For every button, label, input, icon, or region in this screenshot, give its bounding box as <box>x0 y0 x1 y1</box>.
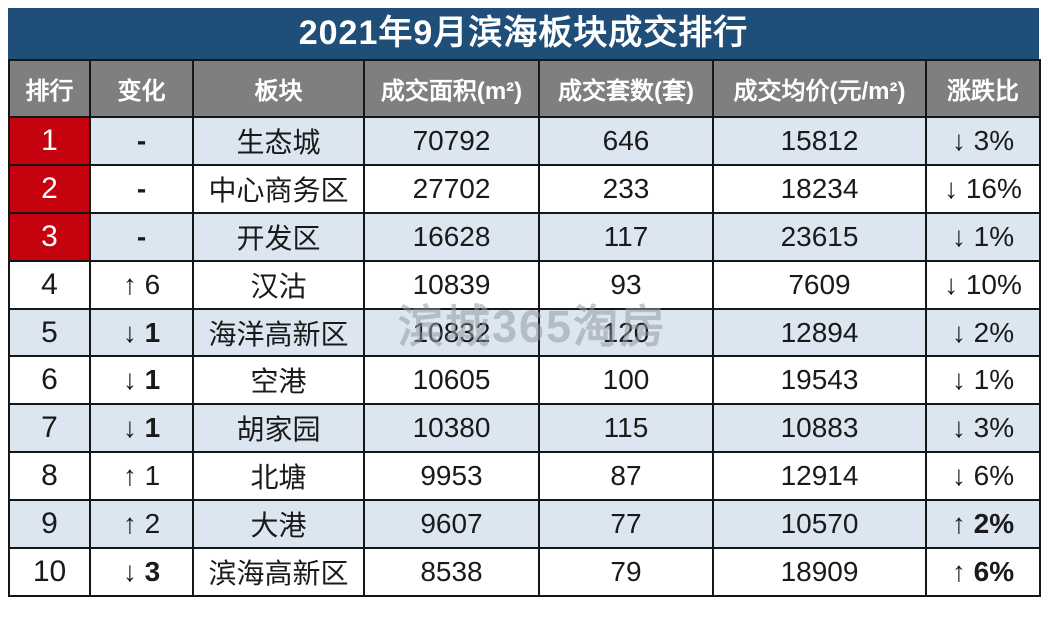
table-row: 6 ↓ 1 空港 10605 100 19543 ↓ 1% <box>8 355 1041 406</box>
gfa-cell: 9607 <box>363 499 540 550</box>
pct-change-cell: ↓ 3% <box>925 116 1041 166</box>
area-cell: 滨海高新区 <box>192 547 365 597</box>
units-cell: 117 <box>538 211 714 262</box>
area-cell: 汉沽 <box>192 259 365 310</box>
column-header-units: 成交套数(套) <box>538 59 714 118</box>
pct-change-cell: ↓ 1% <box>925 211 1041 262</box>
gfa-cell: 10832 <box>363 307 540 358</box>
area-cell: 开发区 <box>192 211 365 262</box>
area-cell: 大港 <box>192 499 365 550</box>
change-cell: ↑ 1 <box>89 451 194 502</box>
units-cell: 77 <box>538 499 714 550</box>
avg-price-cell: 7609 <box>712 259 927 310</box>
column-header-area: 板块 <box>192 59 365 118</box>
column-header-gfa: 成交面积(m²) <box>363 59 540 118</box>
units-cell: 87 <box>538 451 714 502</box>
avg-price-cell: 12914 <box>712 451 927 502</box>
avg-price-cell: 18234 <box>712 163 927 214</box>
pct-change-cell: ↓ 1% <box>925 355 1041 406</box>
avg-price-cell: 18909 <box>712 547 927 597</box>
column-header-rank: 排行 <box>8 59 91 118</box>
column-header-pct: 涨跌比 <box>925 59 1041 118</box>
pct-change-cell: ↓ 3% <box>925 403 1041 454</box>
area-cell: 北塘 <box>192 451 365 502</box>
units-cell: 115 <box>538 403 714 454</box>
gfa-cell: 16628 <box>363 211 540 262</box>
pct-change-cell: ↑ 2% <box>925 499 1041 550</box>
rank-cell: 8 <box>8 451 91 502</box>
units-cell: 646 <box>538 116 714 166</box>
avg-price-cell: 10570 <box>712 499 927 550</box>
avg-price-cell: 10883 <box>712 403 927 454</box>
units-cell: 120 <box>538 307 714 358</box>
page-frame: 2021年9月滨海板块成交排行 滨城365淘房 排行 变化 板块 成交面积(m²… <box>8 8 1041 597</box>
pct-change-cell: ↓ 16% <box>925 163 1041 214</box>
rank-cell: 2 <box>8 163 91 214</box>
change-cell: ↓ 1 <box>89 307 194 358</box>
table-row: 8 ↑ 1 北塘 9953 87 12914 ↓ 6% <box>8 451 1041 502</box>
table-row: 1 - 生态城 70792 646 15812 ↓ 3% <box>8 116 1041 166</box>
area-cell: 空港 <box>192 355 365 406</box>
units-cell: 233 <box>538 163 714 214</box>
units-cell: 93 <box>538 259 714 310</box>
change-cell: ↓ 1 <box>89 403 194 454</box>
table-row: 5 ↓ 1 海洋高新区 10832 120 12894 ↓ 2% <box>8 307 1041 358</box>
change-cell: - <box>89 163 194 214</box>
gfa-cell: 10380 <box>363 403 540 454</box>
gfa-cell: 27702 <box>363 163 540 214</box>
gfa-cell: 9953 <box>363 451 540 502</box>
gfa-cell: 8538 <box>363 547 540 597</box>
change-cell: ↑ 2 <box>89 499 194 550</box>
table-row: 4 ↑ 6 汉沽 10839 93 7609 ↓ 10% <box>8 259 1041 310</box>
units-cell: 100 <box>538 355 714 406</box>
rank-cell: 9 <box>8 499 91 550</box>
change-cell: - <box>89 116 194 166</box>
header-row: 排行 变化 板块 成交面积(m²) 成交套数(套) 成交均价(元/m²) 涨跌比 <box>8 59 1041 118</box>
table-row: 3 - 开发区 16628 117 23615 ↓ 1% <box>8 211 1041 262</box>
column-header-change: 变化 <box>89 59 194 118</box>
avg-price-cell: 19543 <box>712 355 927 406</box>
table-row: 9 ↑ 2 大港 9607 77 10570 ↑ 2% <box>8 499 1041 550</box>
column-header-avg-price: 成交均价(元/m²) <box>712 59 927 118</box>
ranking-table: 排行 变化 板块 成交面积(m²) 成交套数(套) 成交均价(元/m²) 涨跌比… <box>8 59 1041 597</box>
change-cell: ↓ 1 <box>89 355 194 406</box>
rank-cell: 5 <box>8 307 91 358</box>
table-row: 7 ↓ 1 胡家园 10380 115 10883 ↓ 3% <box>8 403 1041 454</box>
pct-change-cell: ↓ 2% <box>925 307 1041 358</box>
pct-change-cell: ↑ 6% <box>925 547 1041 597</box>
page-title: 2021年9月滨海板块成交排行 <box>8 8 1039 59</box>
gfa-cell: 10605 <box>363 355 540 406</box>
table-row: 2 - 中心商务区 27702 233 18234 ↓ 16% <box>8 163 1041 214</box>
change-cell: - <box>89 211 194 262</box>
rank-cell: 3 <box>8 211 91 262</box>
avg-price-cell: 23615 <box>712 211 927 262</box>
table-row: 10 ↓ 3 滨海高新区 8538 79 18909 ↑ 6% <box>8 547 1041 597</box>
area-cell: 胡家园 <box>192 403 365 454</box>
pct-change-cell: ↓ 10% <box>925 259 1041 310</box>
avg-price-cell: 15812 <box>712 116 927 166</box>
area-cell: 生态城 <box>192 116 365 166</box>
rank-cell: 10 <box>8 547 91 597</box>
avg-price-cell: 12894 <box>712 307 927 358</box>
rank-cell: 7 <box>8 403 91 454</box>
change-cell: ↓ 3 <box>89 547 194 597</box>
rank-cell: 4 <box>8 259 91 310</box>
area-cell: 海洋高新区 <box>192 307 365 358</box>
rank-cell: 6 <box>8 355 91 406</box>
pct-change-cell: ↓ 6% <box>925 451 1041 502</box>
change-cell: ↑ 6 <box>89 259 194 310</box>
gfa-cell: 70792 <box>363 116 540 166</box>
area-cell: 中心商务区 <box>192 163 365 214</box>
units-cell: 79 <box>538 547 714 597</box>
gfa-cell: 10839 <box>363 259 540 310</box>
rank-cell: 1 <box>8 116 91 166</box>
